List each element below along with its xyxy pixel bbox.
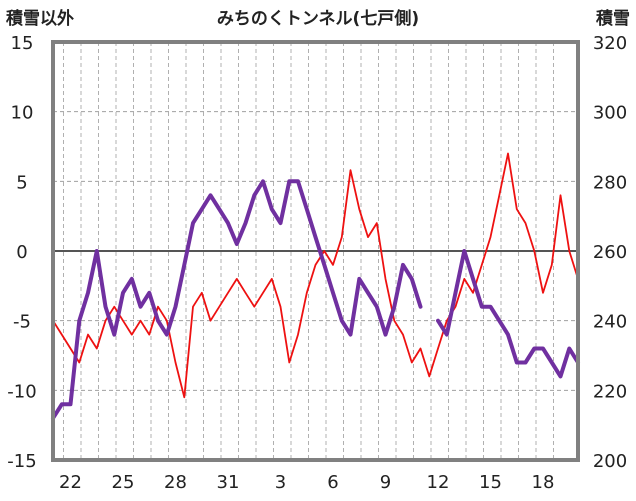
y-right-tick-label: 220 xyxy=(593,381,627,402)
x-tick-label: 6 xyxy=(327,472,338,493)
chart-title: みちのくトンネル(七戸側) xyxy=(217,8,419,29)
y-left-tick-label: 5 xyxy=(16,172,27,193)
tick-labels: 15 10 5 0 -5 -10 -15 320 300 280 260 240 220 200 22 25 2… xyxy=(7,33,627,493)
y-right-tick-label: 200 xyxy=(593,451,627,472)
x-tick-label: 22 xyxy=(59,472,82,493)
y-left-tick-label: 10 xyxy=(11,103,34,124)
x-tick-label: 15 xyxy=(479,472,502,493)
y-left-tick-label: -10 xyxy=(7,381,36,402)
series-line-purple xyxy=(51,179,580,421)
y-right-tick-label: 260 xyxy=(593,242,627,263)
plot-frame xyxy=(51,40,580,462)
y-left-tick-label: 15 xyxy=(11,33,34,54)
y-left-tick-label: -15 xyxy=(7,451,36,472)
x-tick-label: 31 xyxy=(217,472,240,493)
y-right-tick-label: 240 xyxy=(593,312,627,333)
y-right-tick-label: 280 xyxy=(593,172,627,193)
right-axis-label: 積雪 xyxy=(596,8,630,29)
series-line-red xyxy=(52,152,579,399)
x-tick-label: 18 xyxy=(532,472,555,493)
y-left-tick-label: 0 xyxy=(16,242,27,263)
x-tick-label: 9 xyxy=(380,472,391,493)
left-axis-label: 積雪以外 xyxy=(6,8,74,29)
y-left-tick-label: -5 xyxy=(13,312,31,333)
x-tick-label: 12 xyxy=(427,472,450,493)
x-tick-label: 25 xyxy=(112,472,135,493)
x-tick-label: 3 xyxy=(275,472,286,493)
y-right-tick-label: 320 xyxy=(593,33,627,54)
x-tick-label: 28 xyxy=(164,472,187,493)
y-right-tick-label: 300 xyxy=(593,103,627,124)
series-group xyxy=(51,152,580,421)
